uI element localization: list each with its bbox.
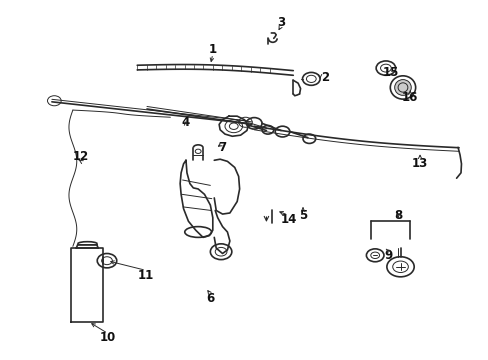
Text: 11: 11 [138,269,154,282]
Text: 12: 12 [73,150,89,163]
Text: 3: 3 [276,16,285,29]
Text: 1: 1 [208,42,216,55]
Text: 13: 13 [411,157,427,170]
Text: 8: 8 [393,210,402,222]
Text: 5: 5 [298,210,306,222]
Text: 15: 15 [382,66,398,79]
Text: 10: 10 [100,331,116,344]
Text: 2: 2 [320,71,328,84]
Text: 16: 16 [401,91,418,104]
Text: 14: 14 [280,213,296,226]
Text: 7: 7 [218,141,226,154]
Text: 9: 9 [384,249,392,262]
Ellipse shape [394,80,410,95]
Text: 4: 4 [182,116,190,129]
Text: 6: 6 [206,292,214,305]
